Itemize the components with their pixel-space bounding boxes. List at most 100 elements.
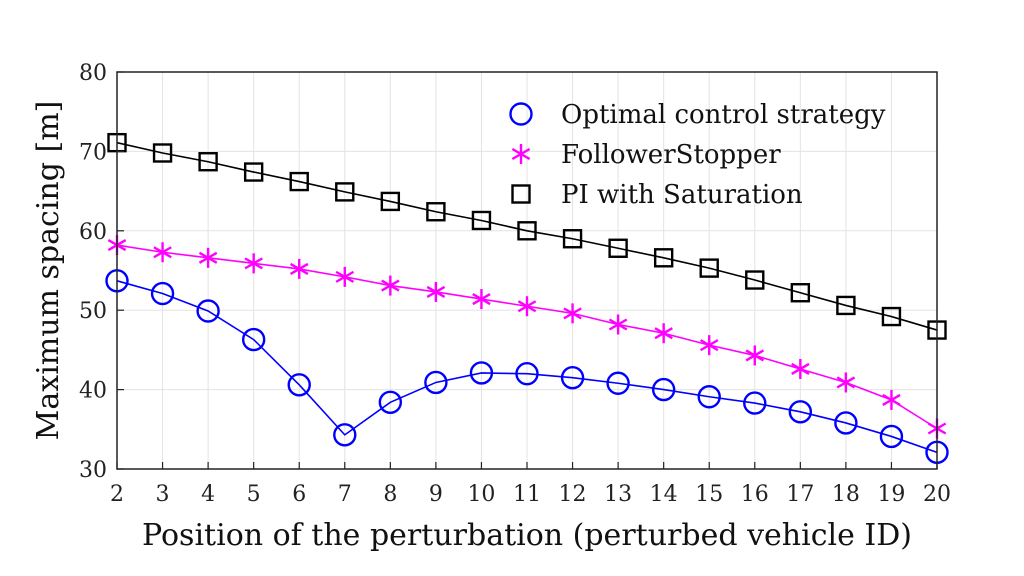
x-tick-label: 14 — [650, 482, 678, 507]
data-point — [380, 191, 401, 212]
x-tick-label: 12 — [559, 482, 587, 507]
data-point — [471, 210, 492, 231]
data-point — [515, 362, 539, 386]
data-point — [653, 248, 674, 268]
data-point — [152, 143, 173, 163]
data-point — [743, 391, 767, 415]
x-tick-label: 3 — [156, 482, 170, 507]
asterisk-stroke — [153, 246, 172, 259]
series-asterisk — [107, 235, 947, 439]
data-point — [289, 258, 309, 279]
data-point — [381, 275, 400, 296]
x-tick-label: 9 — [429, 482, 443, 507]
asterisk-stroke — [244, 257, 263, 270]
asterisk-stroke — [699, 339, 719, 352]
series-square — [107, 132, 947, 340]
data-point — [150, 281, 175, 306]
asterisk-stroke — [335, 270, 355, 283]
data-point — [335, 266, 355, 287]
asterisk-stroke — [426, 285, 446, 298]
x-tick-label: 17 — [786, 482, 814, 507]
asterisk-stroke — [472, 293, 491, 306]
data-point — [424, 370, 448, 395]
series-circle — [105, 269, 949, 465]
asterisk-stroke — [608, 318, 628, 331]
y-tick-label: 30 — [79, 458, 107, 483]
data-point — [244, 253, 263, 274]
x-tick-label: 16 — [741, 482, 769, 507]
data-point — [836, 295, 856, 316]
y-axis-label: Maximum spacing [m] — [31, 101, 66, 441]
data-point — [472, 289, 491, 310]
data-point — [651, 377, 676, 402]
x-tick-label: 2 — [110, 482, 124, 507]
asterisk-stroke — [882, 393, 901, 406]
data-point — [882, 389, 901, 410]
x-tick-label: 13 — [604, 482, 632, 507]
data-point — [335, 182, 355, 202]
legend-marker — [511, 184, 531, 204]
asterisk-stroke — [836, 376, 856, 389]
data-point — [834, 411, 858, 435]
asterisk-stroke — [563, 307, 582, 320]
x-tick-label: 6 — [292, 482, 306, 507]
data-point — [378, 390, 403, 415]
x-tick-label: 15 — [695, 482, 723, 507]
y-tick-label: 50 — [79, 299, 107, 324]
x-tick-label: 11 — [513, 482, 541, 507]
data-point — [654, 323, 673, 344]
series-line — [116, 280, 938, 454]
x-axis-label: Position of the perturbation (perturbed … — [142, 518, 912, 553]
data-point — [788, 400, 813, 424]
data-point — [243, 162, 264, 182]
x-tick-label: 4 — [201, 482, 215, 507]
data-point — [198, 247, 218, 268]
data-point — [153, 242, 172, 263]
data-point — [562, 229, 583, 249]
data-point — [563, 303, 582, 324]
data-point — [791, 358, 810, 379]
y-tick-label: 80 — [79, 61, 107, 86]
data-point — [697, 385, 721, 409]
grid — [116, 71, 938, 470]
legend-marker — [509, 102, 533, 126]
asterisk-stroke — [517, 300, 537, 313]
x-tick-label: 18 — [832, 482, 860, 507]
legend-entry-label: FollowerStopper — [561, 140, 781, 170]
legend-entry-label: PI with Saturation — [561, 180, 803, 210]
data-point — [517, 221, 537, 241]
data-point — [469, 361, 494, 385]
data-point — [287, 373, 311, 397]
asterisk-stroke — [654, 327, 673, 340]
data-point — [606, 371, 630, 395]
asterisk-stroke — [791, 362, 810, 375]
y-tick-label: 60 — [79, 220, 107, 245]
y-tick-label: 40 — [79, 379, 107, 404]
data-point — [879, 424, 904, 449]
data-point — [790, 283, 811, 303]
x-tick-label: 5 — [247, 482, 261, 507]
asterisk-stroke — [381, 279, 400, 292]
legend-entry-label: Optimal control strategy — [561, 100, 886, 130]
data-point — [426, 202, 446, 222]
data-point — [699, 335, 719, 356]
asterisk-stroke — [289, 262, 309, 275]
legend: Optimal control strategy FollowerStopper P… — [509, 100, 886, 210]
asterisk-stroke — [511, 147, 531, 161]
x-tick-label: 10 — [467, 482, 495, 507]
data-point — [333, 423, 357, 447]
data-point — [608, 238, 628, 258]
data-point — [198, 152, 218, 172]
series-group — [105, 132, 949, 465]
data-point — [836, 372, 856, 393]
x-tick-label: 20 — [923, 482, 951, 507]
ticks: 2 3 4 5 6 7 8 9 10 11 12 13 14 15 16 17 18 19 20 30 40 50 60 70… — [79, 61, 951, 507]
data-point — [608, 314, 628, 335]
data-point — [517, 296, 537, 317]
series-line — [116, 141, 938, 331]
data-point — [426, 281, 446, 302]
data-point — [745, 270, 765, 290]
x-tick-label: 8 — [383, 482, 397, 507]
legend-marker — [511, 144, 531, 164]
